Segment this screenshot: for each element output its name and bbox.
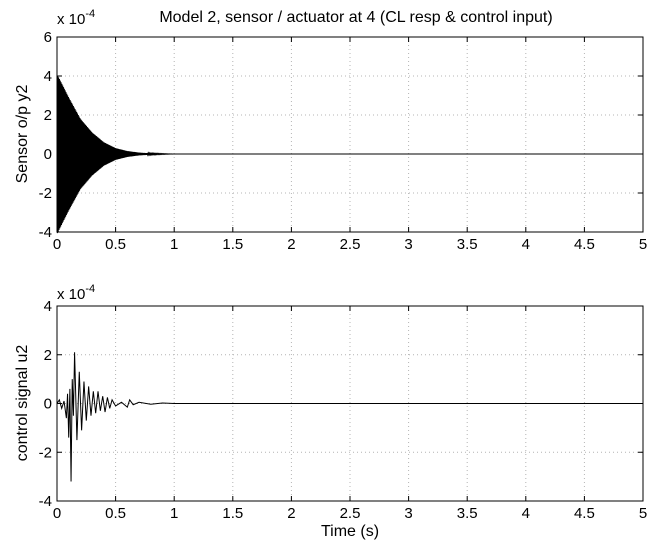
y-tick-label: 6 bbox=[44, 29, 52, 46]
x-tick-label: 5 bbox=[639, 505, 647, 522]
top-panel: Model 2, sensor / actuator at 4 (CL resp… bbox=[14, 8, 647, 253]
x-tick-label: 1 bbox=[170, 236, 178, 253]
x-tick-label: 1 bbox=[170, 505, 178, 522]
x-tick-label: 3.5 bbox=[457, 505, 478, 522]
bottom-x-tick-labels: 0 0.5 1 1.5 2 2.5 3 3.5 4 4.5 5 bbox=[53, 505, 647, 522]
x-tick-label: 0.5 bbox=[105, 236, 126, 253]
top-grid bbox=[56, 36, 644, 233]
y-tick-label: 4 bbox=[44, 298, 52, 315]
y-tick-label: -2 bbox=[39, 444, 52, 461]
x-tick-label: 4 bbox=[522, 505, 530, 522]
y-tick-label: 2 bbox=[44, 347, 52, 364]
x-tick-label: 2 bbox=[287, 236, 295, 253]
bottom-x-axis-label: Time (s) bbox=[321, 523, 379, 540]
top-exponent: x 10-4 bbox=[57, 8, 95, 28]
x-tick-label: 2.5 bbox=[340, 505, 361, 522]
x-tick-label: 4.5 bbox=[574, 505, 595, 522]
x-tick-label: 3 bbox=[404, 236, 412, 253]
top-y-axis-label: Sensor o/p y2 bbox=[14, 85, 31, 184]
x-tick-label: 3.5 bbox=[457, 236, 478, 253]
y-tick-label: 0 bbox=[44, 396, 52, 413]
y-tick-label: 2 bbox=[44, 107, 52, 124]
y-tick-label: -2 bbox=[39, 185, 52, 202]
top-axes-frame bbox=[56, 36, 644, 233]
y-tick-label: 0 bbox=[44, 146, 52, 163]
x-tick-label: 2.5 bbox=[340, 236, 361, 253]
bottom-exponent: x 10-4 bbox=[57, 283, 95, 303]
y-tick-label: -4 bbox=[39, 224, 52, 241]
x-tick-label: 3 bbox=[404, 505, 412, 522]
x-tick-label: 4.5 bbox=[574, 236, 595, 253]
x-tick-label: 1.5 bbox=[222, 505, 243, 522]
series-line bbox=[56, 74, 643, 234]
bottom-axes-frame bbox=[56, 305, 644, 502]
x-tick-label: 4 bbox=[522, 236, 530, 253]
top-y-tick-labels: -4 -2 0 2 4 6 bbox=[39, 29, 52, 241]
x-tick-label: 0.5 bbox=[105, 505, 126, 522]
series-line bbox=[56, 352, 643, 482]
top-title: Model 2, sensor / actuator at 4 (CL resp… bbox=[159, 9, 552, 26]
top-x-tick-labels: 0 0.5 1 1.5 2 2.5 3 3.5 4 4.5 5 bbox=[53, 236, 647, 253]
x-tick-label: 5 bbox=[639, 236, 647, 253]
x-tick-label: 1.5 bbox=[222, 236, 243, 253]
y-tick-label: 4 bbox=[44, 68, 52, 85]
bottom-panel: x 10-4 0 0.5 1 1.5 2 2.5 3 3.5 4 4.5 5 -4 -2 0 2 4 con… bbox=[14, 283, 647, 540]
bottom-series bbox=[56, 352, 643, 482]
x-tick-label: 0 bbox=[53, 505, 61, 522]
bottom-y-tick-labels: -4 -2 0 2 4 bbox=[39, 298, 52, 510]
y-tick-label: -4 bbox=[39, 493, 52, 510]
x-tick-label: 2 bbox=[287, 505, 295, 522]
top-series bbox=[56, 74, 643, 234]
bottom-y-axis-label: control signal u2 bbox=[14, 345, 31, 462]
x-tick-label: 0 bbox=[53, 236, 61, 253]
